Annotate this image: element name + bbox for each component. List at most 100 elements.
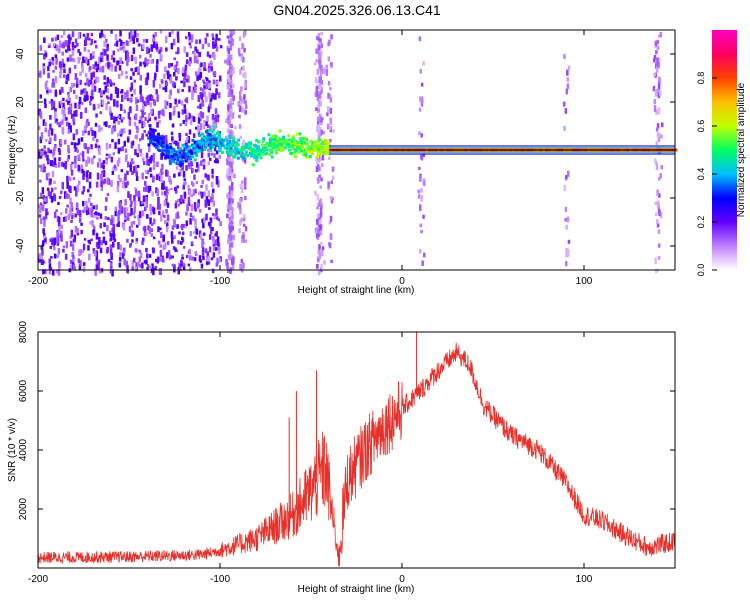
noise-cell <box>661 122 664 128</box>
noise-cell <box>143 225 147 231</box>
noise-cell <box>191 94 194 100</box>
noise-cell <box>656 123 660 129</box>
noise-cell <box>189 231 193 237</box>
noise-cell <box>64 163 67 170</box>
noise-cell <box>148 185 152 192</box>
noise-cell <box>62 63 66 68</box>
noise-cell <box>243 141 246 148</box>
noise-cell <box>213 144 217 152</box>
noise-cell <box>51 171 55 178</box>
noise-cell <box>58 226 61 232</box>
noise-cell <box>38 214 42 218</box>
noise-cell <box>129 194 132 201</box>
noise-cell <box>175 200 178 204</box>
noise-cell <box>69 105 72 111</box>
noise-cell <box>245 104 248 109</box>
noise-cell <box>132 212 136 215</box>
noise-cell <box>193 56 197 64</box>
noise-cell <box>141 201 144 205</box>
noise-cell <box>198 209 202 213</box>
noise-cell <box>78 96 82 105</box>
noise-cell <box>99 111 103 115</box>
noise-cell <box>168 63 171 69</box>
noise-cell <box>110 233 113 241</box>
noise-cell <box>71 215 74 220</box>
noise-cell <box>185 220 189 227</box>
noise-cell <box>72 58 76 63</box>
noise-cell <box>136 152 139 158</box>
noise-cell <box>142 39 146 43</box>
noise-cell <box>194 87 197 93</box>
noise-cell <box>81 249 84 253</box>
noise-cell <box>211 168 214 175</box>
noise-cell <box>107 61 110 69</box>
noise-cell <box>190 160 193 165</box>
noise-cell <box>156 256 160 261</box>
noise-cell <box>126 212 130 220</box>
noise-cell <box>141 110 144 118</box>
signal-cell <box>296 145 300 149</box>
noise-cell <box>229 195 232 201</box>
noise-cell <box>420 195 423 202</box>
noise-cell <box>658 177 661 181</box>
noise-cell <box>659 31 663 38</box>
noise-cell <box>212 79 216 85</box>
noise-cell <box>656 66 659 73</box>
noise-cell <box>53 180 56 185</box>
noise-cell <box>229 111 232 117</box>
noise-cell <box>165 226 169 233</box>
noise-cell <box>173 106 176 113</box>
noise-cell <box>161 191 164 196</box>
noise-cell <box>65 117 68 121</box>
noise-cell <box>318 62 322 69</box>
noise-cell <box>94 63 97 70</box>
noise-cell <box>103 82 106 85</box>
noise-cell <box>228 223 231 230</box>
noise-cell <box>74 147 78 151</box>
signal-cell <box>256 149 260 153</box>
noise-cell <box>103 75 106 80</box>
noise-cell <box>53 237 56 245</box>
signal-cell <box>261 144 265 147</box>
noise-cell <box>182 262 185 267</box>
noise-cell <box>72 116 75 122</box>
noise-cell <box>110 252 113 260</box>
spectrogram-x-axis-label: Height of straight line (km) <box>298 285 415 296</box>
noise-cell <box>320 86 323 94</box>
noise-cell <box>226 261 229 269</box>
noise-cell <box>322 67 326 75</box>
noise-cell <box>144 102 147 107</box>
noise-cell <box>169 180 173 185</box>
noise-cell <box>43 166 46 173</box>
noise-cell <box>39 192 43 198</box>
noise-cell <box>117 214 120 222</box>
noise-cell <box>243 48 246 53</box>
noise-cell <box>658 210 661 216</box>
noise-cell <box>146 263 150 268</box>
signal-cell <box>262 152 266 156</box>
noise-cell <box>174 203 178 209</box>
noise-cell <box>216 114 220 118</box>
signal-cell <box>149 131 153 135</box>
noise-cell <box>55 209 58 212</box>
signal-cell <box>198 134 202 138</box>
noise-cell <box>190 194 194 197</box>
noise-cell <box>166 71 170 80</box>
noise-cell <box>93 212 97 216</box>
noise-cell <box>114 209 117 217</box>
signal-cell <box>227 145 231 148</box>
noise-cell <box>151 95 154 102</box>
noise-cell <box>168 112 172 119</box>
noise-cell <box>75 202 79 208</box>
noise-cell <box>165 169 168 177</box>
noise-cell <box>321 246 325 251</box>
noise-cell <box>61 181 64 190</box>
noise-cell <box>321 153 325 161</box>
noise-cell <box>183 108 187 114</box>
noise-cell <box>195 169 198 173</box>
signal-cell <box>231 144 235 148</box>
signal-cell <box>233 143 237 147</box>
noise-cell <box>185 254 189 259</box>
signal-cell <box>164 155 168 159</box>
noise-cell <box>198 68 201 75</box>
